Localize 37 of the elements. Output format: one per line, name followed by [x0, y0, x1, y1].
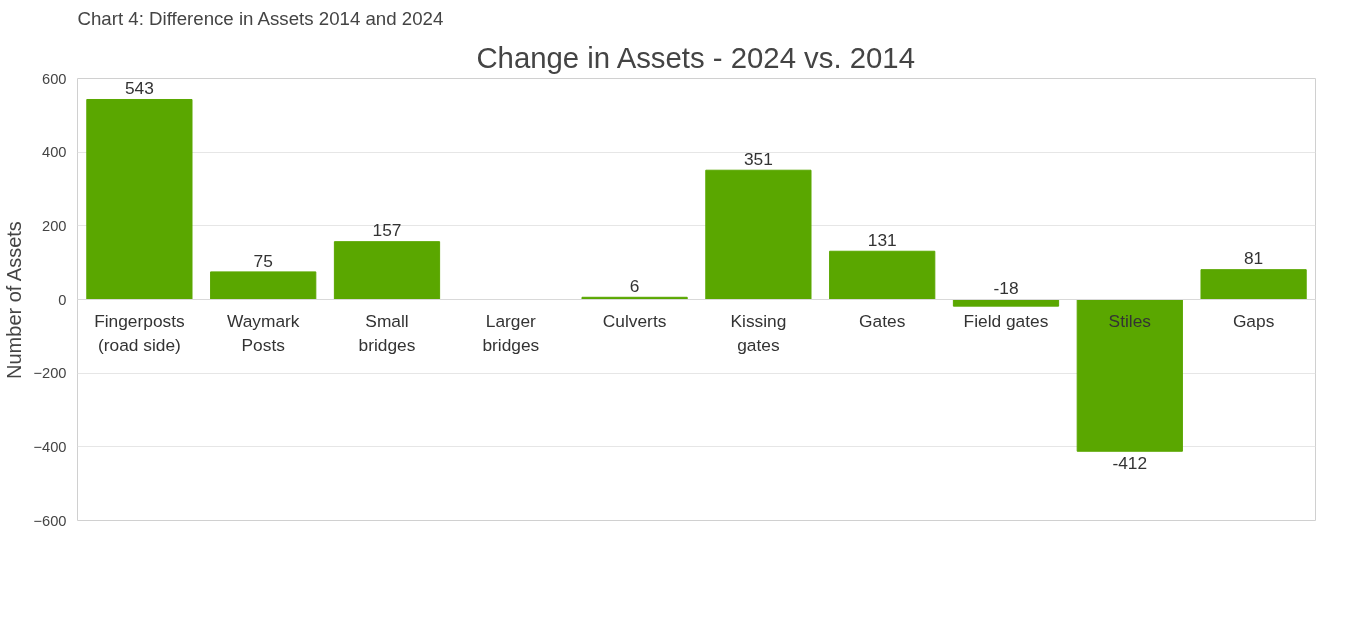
x-tick-label: Stiles [1108, 310, 1152, 331]
data-label: 351 [743, 148, 773, 169]
data-label: 81 [1243, 248, 1264, 269]
bar [829, 250, 936, 300]
data-label: -18 [993, 278, 1019, 299]
y-tick-label: −600 [33, 512, 67, 529]
y-tick-label: 0 [58, 291, 67, 308]
x-tick-label: Larger bridges [482, 310, 540, 355]
bar [210, 271, 317, 300]
x-tick-label: Fingerposts (road side) [94, 310, 185, 355]
y-tick-label: 200 [42, 217, 67, 234]
y-tick-label: −200 [33, 365, 67, 382]
bar [705, 169, 812, 300]
data-label: 543 [124, 78, 154, 99]
y-tick-label: 600 [42, 70, 67, 87]
data-label: -412 [1112, 452, 1148, 473]
y-tick-label: 400 [42, 144, 67, 161]
x-tick-label: Waymark Posts [226, 310, 300, 355]
x-tick-label: Field gates [963, 310, 1049, 331]
bar [86, 99, 193, 300]
bar [1076, 299, 1183, 452]
bar [952, 299, 1060, 307]
data-label: 131 [867, 229, 897, 250]
data-label: 6 [629, 275, 640, 296]
bar [1200, 269, 1307, 300]
chart-title: Change in Assets - 2024 vs. 2014 [476, 40, 915, 74]
y-axis-title: Number of Assets [3, 221, 26, 379]
y-tick-label: −400 [33, 438, 67, 455]
x-tick-label: Culverts [602, 310, 667, 331]
data-label: 75 [253, 250, 273, 271]
x-tick-label: Gaps [1232, 310, 1275, 331]
x-tick-label: Kissing gates [730, 310, 787, 355]
data-label: 157 [372, 220, 402, 241]
caption: Chart 4: Difference in Assets 2014 and 2024 [77, 7, 444, 29]
x-tick-label: Small bridges [358, 310, 416, 355]
bar [333, 241, 441, 300]
x-tick-label: Gates [859, 310, 906, 331]
